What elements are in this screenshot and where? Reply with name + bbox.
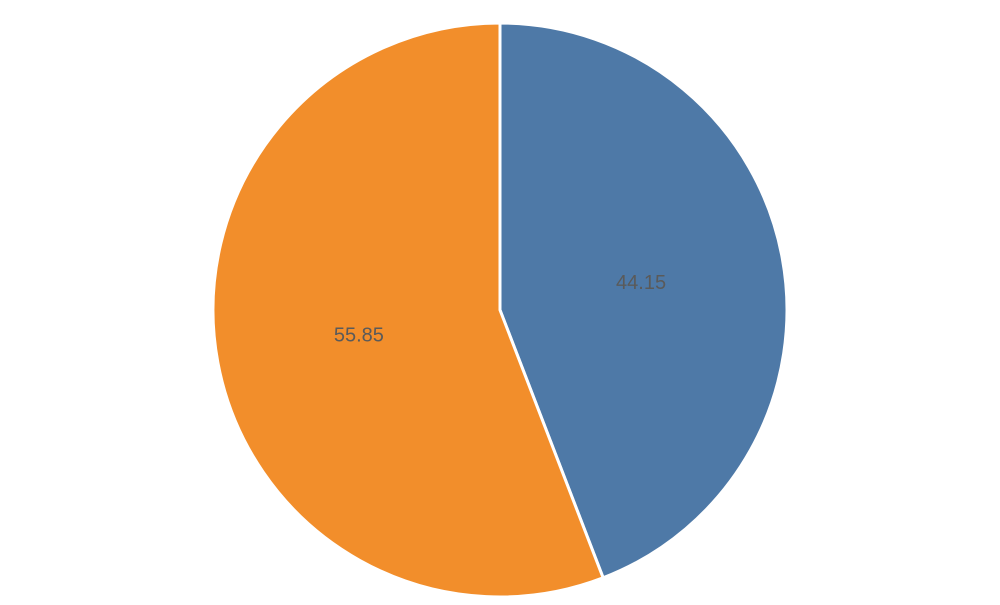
slice-label: 44.15	[616, 272, 666, 294]
pie-slice	[211, 21, 605, 599]
slice-label: 55.85	[334, 325, 384, 347]
pie-slice	[498, 21, 789, 580]
